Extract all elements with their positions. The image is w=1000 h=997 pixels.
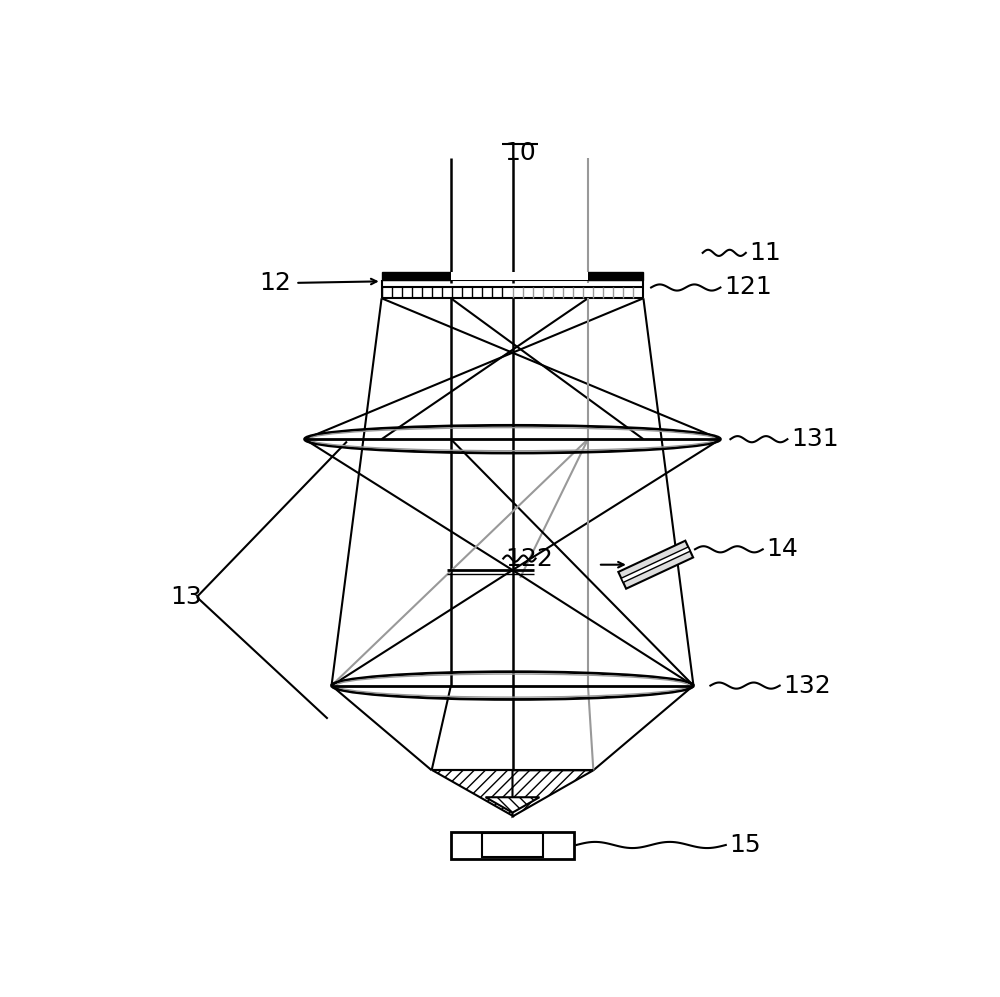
Text: 15: 15 [730,832,761,857]
Text: 131: 131 [791,427,839,452]
Polygon shape [618,540,693,588]
Bar [451,831,574,858]
Polygon shape [432,771,512,817]
Text: 132: 132 [784,674,831,698]
Text: 122: 122 [505,546,553,570]
Text: 14: 14 [767,537,798,561]
Text: 10: 10 [504,142,536,166]
Polygon shape [486,798,539,813]
Bar [482,833,543,856]
Bar [588,272,643,280]
Text: 12: 12 [260,271,292,295]
Text: 11: 11 [750,241,781,265]
Bar [382,272,451,280]
Text: 121: 121 [724,275,772,299]
Text: 13: 13 [170,585,202,609]
Polygon shape [512,771,593,817]
Bar [451,272,588,280]
Polygon shape [621,547,690,582]
